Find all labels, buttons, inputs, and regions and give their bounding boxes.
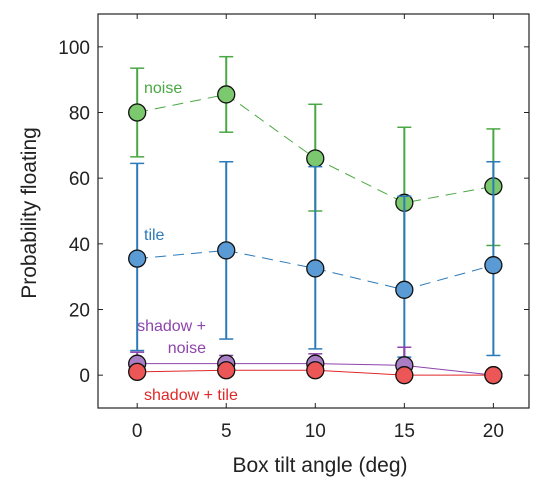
data-point	[306, 361, 325, 380]
series-layer	[128, 55, 503, 385]
data-point	[395, 366, 414, 385]
y-tick-label: 80	[69, 104, 90, 125]
y-tick-label: 40	[69, 235, 90, 256]
x-axis-title: Box tilt angle (deg)	[232, 454, 407, 477]
data-point	[306, 149, 325, 168]
y-tick-label: 100	[58, 38, 90, 59]
axis-ticks: 0 5 10 15 20 0 20 40 60 80 100	[58, 14, 529, 442]
y-tick-label: 20	[69, 301, 90, 322]
x-tick-label: 0	[132, 421, 143, 442]
series-labels: noise tile shadow + noise shadow + tile	[137, 80, 238, 404]
y-axis-title: Probability floating	[18, 127, 41, 299]
y-tick-label: 0	[79, 366, 90, 387]
x-tick-label: 15	[394, 421, 415, 442]
series-tile	[128, 161, 503, 358]
plot-border	[97, 13, 530, 409]
data-point	[128, 103, 147, 122]
series-label: noise	[168, 340, 206, 357]
data-point	[306, 259, 325, 278]
series-shadow-tile	[128, 361, 503, 385]
x-tick-label: 20	[483, 421, 504, 442]
data-point	[217, 241, 236, 260]
data-point	[217, 85, 236, 104]
data-point	[128, 249, 147, 268]
data-point	[128, 362, 147, 382]
data-point	[217, 361, 236, 380]
data-point	[395, 280, 414, 299]
series-label: shadow +	[137, 318, 206, 335]
series-label: noise	[144, 80, 182, 97]
series-label: tile	[144, 227, 165, 244]
data-point	[484, 256, 503, 275]
x-tick-label: 5	[221, 421, 232, 442]
y-tick-label: 60	[69, 169, 90, 190]
series-label: shadow + tile	[144, 387, 238, 404]
plot-frame	[97, 13, 530, 409]
data-point	[484, 366, 503, 385]
x-tick-label: 10	[305, 421, 326, 442]
